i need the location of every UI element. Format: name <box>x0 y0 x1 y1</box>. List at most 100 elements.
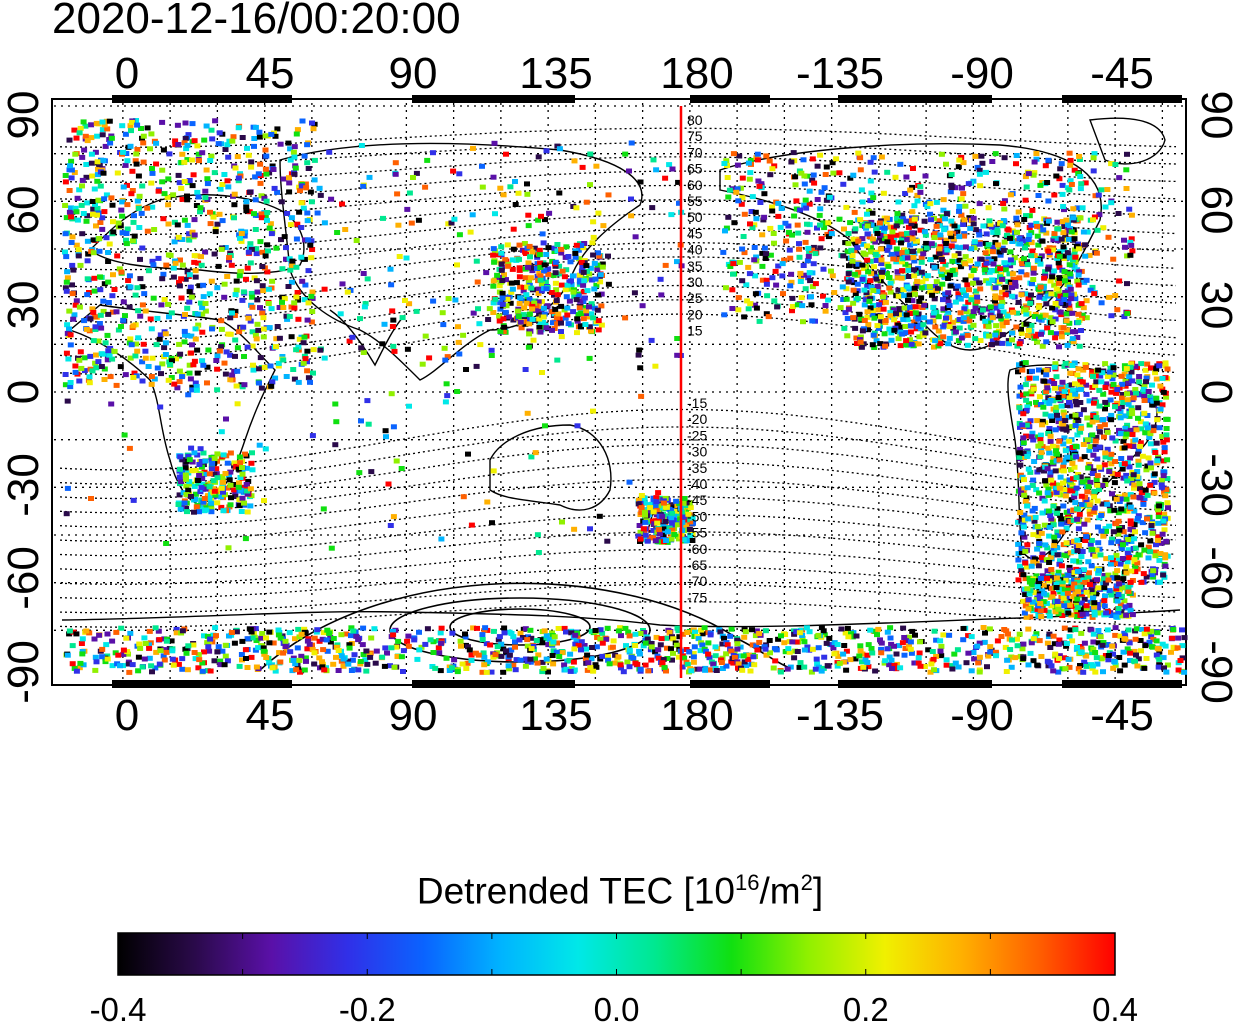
tec-point <box>655 527 662 533</box>
tec-point <box>509 257 516 263</box>
tec-point <box>177 351 184 357</box>
tec-point <box>1058 563 1065 569</box>
tec-point <box>1037 601 1044 606</box>
tec-point <box>1102 593 1108 599</box>
tec-point <box>687 533 694 538</box>
tec-point <box>855 261 862 267</box>
tec-point <box>1057 474 1064 480</box>
tec-point <box>1036 467 1043 473</box>
tec-point <box>586 271 593 277</box>
tec-point <box>274 126 281 132</box>
tec-point <box>127 355 134 361</box>
tec-point <box>202 308 209 314</box>
tec-point <box>250 367 257 373</box>
tec-point <box>237 460 244 466</box>
tec-point <box>864 243 871 249</box>
tec-point <box>1090 583 1097 589</box>
tec-point <box>195 260 202 266</box>
tec-point <box>184 305 191 311</box>
tec-point <box>1022 592 1029 597</box>
tec-point <box>134 147 141 152</box>
tec-point <box>172 260 179 266</box>
tec-point <box>946 335 953 341</box>
tec-point <box>295 379 302 385</box>
tec-point <box>570 273 576 279</box>
tec-point <box>1086 570 1092 576</box>
tec-point <box>1045 218 1052 224</box>
tec-point <box>644 636 651 642</box>
tec-point <box>1123 472 1130 478</box>
tec-point <box>1038 614 1045 619</box>
tec-point <box>1011 255 1018 261</box>
tec-point <box>76 304 83 310</box>
tec-point <box>1090 589 1097 595</box>
tec-point <box>876 220 883 226</box>
tec-point <box>1121 598 1128 604</box>
tec-point <box>1071 577 1077 583</box>
tec-point <box>1025 296 1032 302</box>
tec-point <box>986 333 993 339</box>
tec-point <box>976 201 983 207</box>
tec-point <box>684 505 691 511</box>
tec-point <box>192 467 199 473</box>
tec-point <box>1050 575 1057 581</box>
tec-point <box>1060 460 1067 466</box>
tec-point <box>1109 435 1116 441</box>
tec-point <box>220 479 226 485</box>
tec-point <box>568 278 574 284</box>
tec-point <box>1025 606 1032 612</box>
tec-point <box>214 366 221 372</box>
tec-point <box>498 250 505 256</box>
tec-point <box>992 285 999 291</box>
tec-point <box>586 314 593 320</box>
tec-point <box>1051 291 1058 297</box>
tec-point <box>895 253 902 259</box>
tec-point <box>745 306 752 312</box>
tec-point <box>857 167 864 173</box>
tec-point <box>583 263 590 269</box>
tec-point <box>1107 455 1114 461</box>
tec-point <box>1049 483 1056 489</box>
tec-point <box>502 309 509 315</box>
tec-point <box>945 310 952 316</box>
tec-point <box>756 318 763 324</box>
tec-point <box>1031 556 1038 562</box>
tec-point <box>899 250 906 255</box>
tec-point <box>106 241 113 247</box>
tec-point <box>1110 529 1117 535</box>
tec-point <box>1062 418 1069 424</box>
tec-point <box>72 205 79 211</box>
tec-point <box>184 222 191 228</box>
tec-point <box>895 322 902 328</box>
tec-point <box>877 246 884 252</box>
tec-point <box>239 135 246 140</box>
tec-point <box>1130 494 1137 500</box>
tec-point <box>1117 409 1124 415</box>
tec-point <box>1126 413 1133 419</box>
tec-point <box>139 183 146 189</box>
contour-line <box>59 548 1177 585</box>
tec-point <box>1080 305 1087 311</box>
tec-point <box>641 500 648 506</box>
tec-point <box>1122 413 1129 419</box>
tec-point <box>1034 524 1041 529</box>
tec-point <box>1033 333 1040 339</box>
tec-point <box>134 122 141 128</box>
tec-point <box>231 215 237 221</box>
tec-point <box>1008 654 1015 660</box>
tec-point <box>1044 293 1051 299</box>
tec-point <box>1079 205 1086 211</box>
tec-point <box>1039 588 1046 594</box>
tec-point <box>176 283 183 289</box>
tec-point <box>1075 246 1082 252</box>
tec-point <box>263 171 270 177</box>
tec-point <box>576 256 583 262</box>
tec-point <box>641 630 648 636</box>
tec-point <box>531 245 538 251</box>
tec-point <box>81 355 88 361</box>
tec-point <box>1060 480 1066 486</box>
tec-point <box>970 215 977 221</box>
tec-point <box>1056 276 1063 282</box>
tec-point <box>644 538 651 544</box>
tec-point <box>1109 470 1116 476</box>
